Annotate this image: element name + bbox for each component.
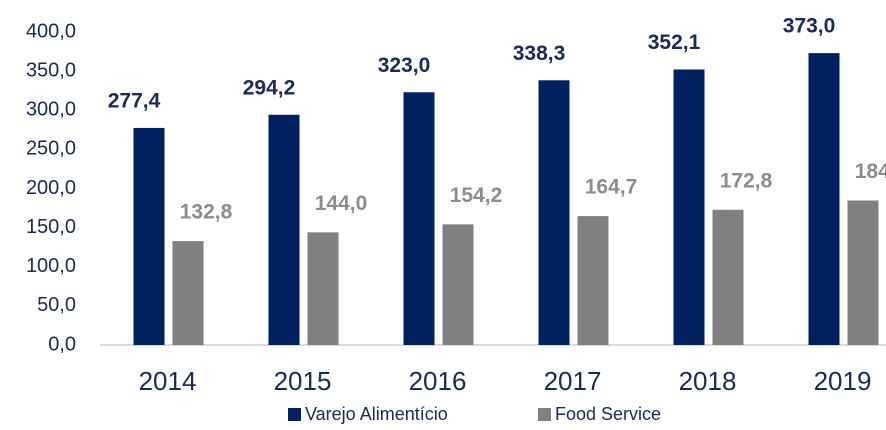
value-label: 144,0 bbox=[315, 192, 368, 215]
value-label: 164,7 bbox=[585, 176, 638, 199]
y-tick-label: 250,0 bbox=[26, 138, 76, 160]
bar bbox=[172, 241, 204, 345]
bar bbox=[268, 114, 300, 345]
legend-label: Food Service bbox=[555, 404, 661, 424]
value-label: 132,8 bbox=[180, 201, 233, 224]
value-label: 277,4 bbox=[108, 89, 161, 112]
y-tick-label: 50,0 bbox=[37, 294, 76, 316]
bar bbox=[403, 92, 435, 345]
bar bbox=[307, 232, 339, 345]
bar bbox=[847, 200, 879, 345]
x-tick-label: 2014 bbox=[139, 366, 197, 396]
bar bbox=[577, 216, 609, 345]
x-tick-label: 2016 bbox=[409, 366, 467, 396]
bar bbox=[673, 69, 705, 345]
y-tick-label: 300,0 bbox=[26, 99, 76, 121]
legend-swatch bbox=[538, 408, 551, 421]
value-label: 184,7 bbox=[855, 160, 886, 183]
x-tick-label: 2019 bbox=[814, 366, 872, 396]
bar bbox=[442, 224, 474, 345]
x-tick-label: 2017 bbox=[544, 366, 602, 396]
y-tick-label: 100,0 bbox=[26, 255, 76, 277]
value-label: 323,0 bbox=[378, 54, 431, 77]
legend-swatch bbox=[288, 408, 301, 421]
value-label: 154,2 bbox=[450, 184, 503, 207]
bar bbox=[133, 127, 165, 345]
y-tick-label: 150,0 bbox=[26, 216, 76, 238]
value-label: 373,0 bbox=[783, 15, 836, 38]
bar bbox=[808, 53, 840, 345]
y-tick-label: 200,0 bbox=[26, 177, 76, 199]
x-tick-label: 2015 bbox=[274, 366, 332, 396]
y-tick-label: 0,0 bbox=[48, 333, 76, 355]
value-label: 172,8 bbox=[720, 169, 773, 192]
value-label: 338,3 bbox=[513, 42, 566, 65]
value-label: 294,2 bbox=[243, 76, 296, 99]
value-label: 352,1 bbox=[648, 31, 701, 54]
y-tick-label: 350,0 bbox=[26, 59, 76, 81]
x-tick-label: 2018 bbox=[679, 366, 737, 396]
legend-label: Varejo Alimentício bbox=[305, 404, 448, 424]
bar bbox=[538, 80, 570, 346]
bar bbox=[712, 209, 744, 345]
y-tick-label: 400,0 bbox=[26, 20, 76, 42]
